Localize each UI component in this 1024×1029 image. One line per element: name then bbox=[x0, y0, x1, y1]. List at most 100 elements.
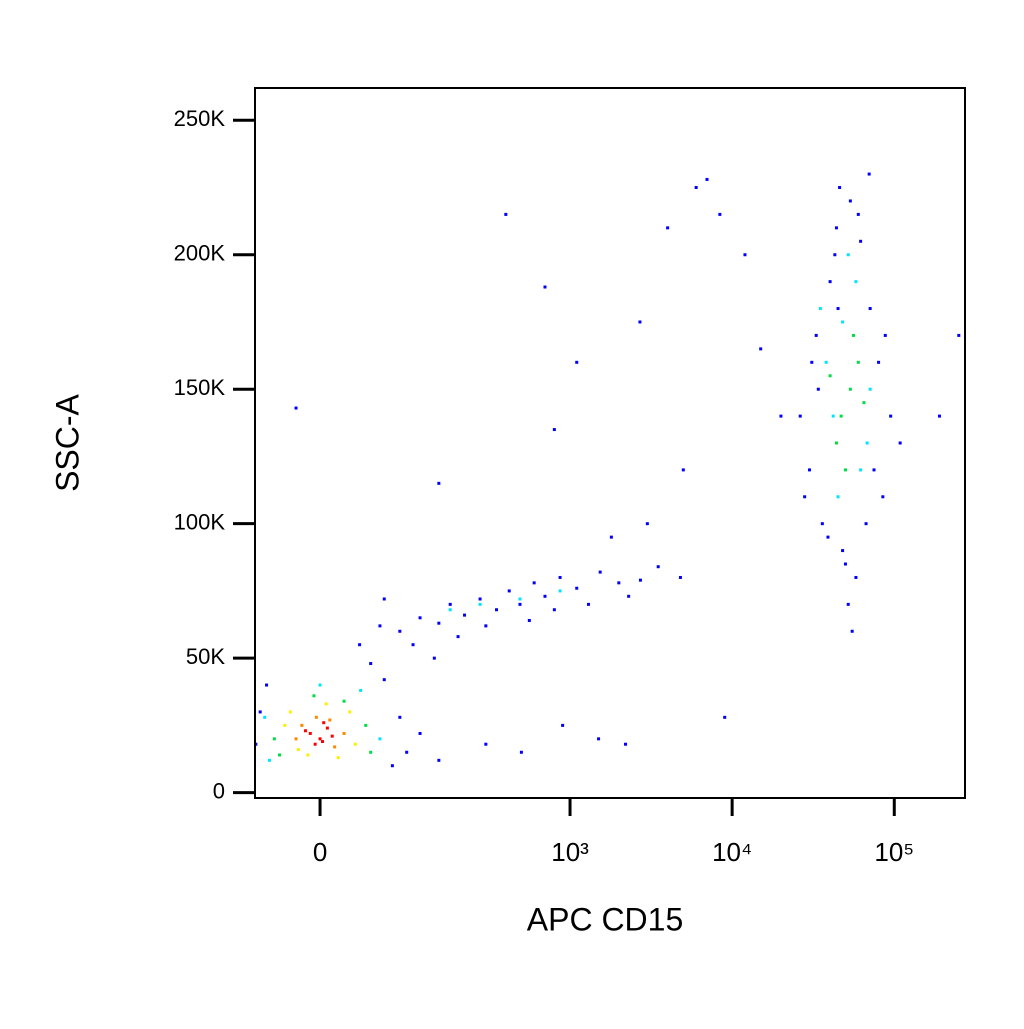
point bbox=[390, 764, 394, 768]
point bbox=[321, 740, 325, 744]
point bbox=[405, 750, 409, 754]
point bbox=[358, 643, 362, 647]
point bbox=[850, 629, 854, 633]
point bbox=[828, 374, 832, 378]
point bbox=[834, 226, 838, 230]
point bbox=[807, 468, 811, 472]
point bbox=[294, 406, 298, 410]
point bbox=[848, 387, 852, 391]
point bbox=[456, 635, 460, 639]
point bbox=[296, 748, 300, 752]
point bbox=[411, 643, 415, 647]
point bbox=[851, 333, 855, 337]
point bbox=[826, 535, 830, 539]
y-tick-label: 200K bbox=[174, 241, 226, 266]
point bbox=[378, 624, 382, 628]
point bbox=[437, 481, 441, 485]
point bbox=[898, 441, 902, 445]
point bbox=[543, 285, 547, 289]
point bbox=[937, 414, 941, 418]
point bbox=[862, 401, 866, 405]
point bbox=[518, 597, 522, 601]
y-tick-label: 150K bbox=[174, 375, 226, 400]
point bbox=[342, 731, 346, 735]
point bbox=[378, 737, 382, 741]
point bbox=[382, 597, 386, 601]
point bbox=[798, 414, 802, 418]
point bbox=[868, 387, 872, 391]
point bbox=[283, 723, 287, 727]
point bbox=[507, 589, 511, 593]
point bbox=[353, 742, 357, 746]
point bbox=[624, 742, 628, 746]
x-tick-label: 10³ bbox=[551, 837, 589, 867]
point bbox=[597, 737, 601, 741]
point bbox=[656, 565, 660, 569]
point bbox=[877, 360, 881, 364]
point bbox=[265, 683, 269, 687]
point bbox=[820, 522, 824, 526]
y-tick-label: 50K bbox=[186, 644, 225, 669]
point bbox=[448, 608, 452, 612]
point bbox=[856, 212, 860, 216]
point bbox=[300, 723, 304, 727]
x-tick-label: 0 bbox=[313, 837, 327, 867]
point bbox=[575, 360, 579, 364]
point bbox=[846, 602, 850, 606]
point bbox=[272, 737, 276, 741]
point bbox=[552, 608, 556, 612]
point bbox=[313, 742, 317, 746]
point bbox=[867, 172, 871, 176]
point bbox=[841, 320, 845, 324]
point bbox=[312, 694, 316, 698]
point bbox=[828, 280, 832, 284]
point bbox=[681, 468, 685, 472]
point bbox=[527, 619, 531, 622]
point bbox=[558, 589, 562, 593]
point bbox=[666, 226, 670, 230]
point bbox=[859, 468, 863, 472]
point bbox=[504, 212, 508, 216]
point bbox=[843, 468, 847, 472]
point bbox=[543, 594, 547, 598]
point bbox=[306, 753, 310, 757]
point bbox=[519, 750, 523, 754]
point bbox=[839, 414, 843, 418]
point bbox=[382, 678, 386, 682]
point bbox=[831, 414, 835, 418]
point bbox=[348, 710, 352, 714]
point bbox=[558, 575, 562, 579]
point bbox=[437, 758, 441, 762]
point bbox=[859, 239, 863, 243]
plot-frame bbox=[254, 87, 966, 799]
point bbox=[318, 737, 322, 741]
point bbox=[575, 586, 579, 590]
point bbox=[308, 731, 312, 735]
point bbox=[518, 602, 522, 606]
x-axis-label: APC CD15 bbox=[527, 901, 684, 937]
point bbox=[552, 428, 556, 432]
point bbox=[463, 613, 467, 617]
y-tick-label: 250K bbox=[174, 106, 226, 131]
point bbox=[418, 616, 422, 620]
point bbox=[872, 468, 876, 472]
point bbox=[478, 597, 482, 601]
point bbox=[532, 581, 536, 585]
point bbox=[336, 756, 340, 760]
point bbox=[418, 731, 422, 735]
point bbox=[324, 702, 328, 706]
point bbox=[836, 495, 840, 499]
point bbox=[364, 723, 368, 727]
point bbox=[846, 253, 850, 257]
point bbox=[881, 495, 885, 499]
point bbox=[833, 253, 837, 257]
point bbox=[627, 594, 631, 598]
y-tick-label: 0 bbox=[213, 778, 225, 803]
point bbox=[437, 621, 441, 625]
point bbox=[617, 581, 621, 585]
point bbox=[478, 602, 482, 606]
point bbox=[836, 307, 840, 311]
point bbox=[854, 575, 858, 579]
point bbox=[342, 699, 346, 703]
